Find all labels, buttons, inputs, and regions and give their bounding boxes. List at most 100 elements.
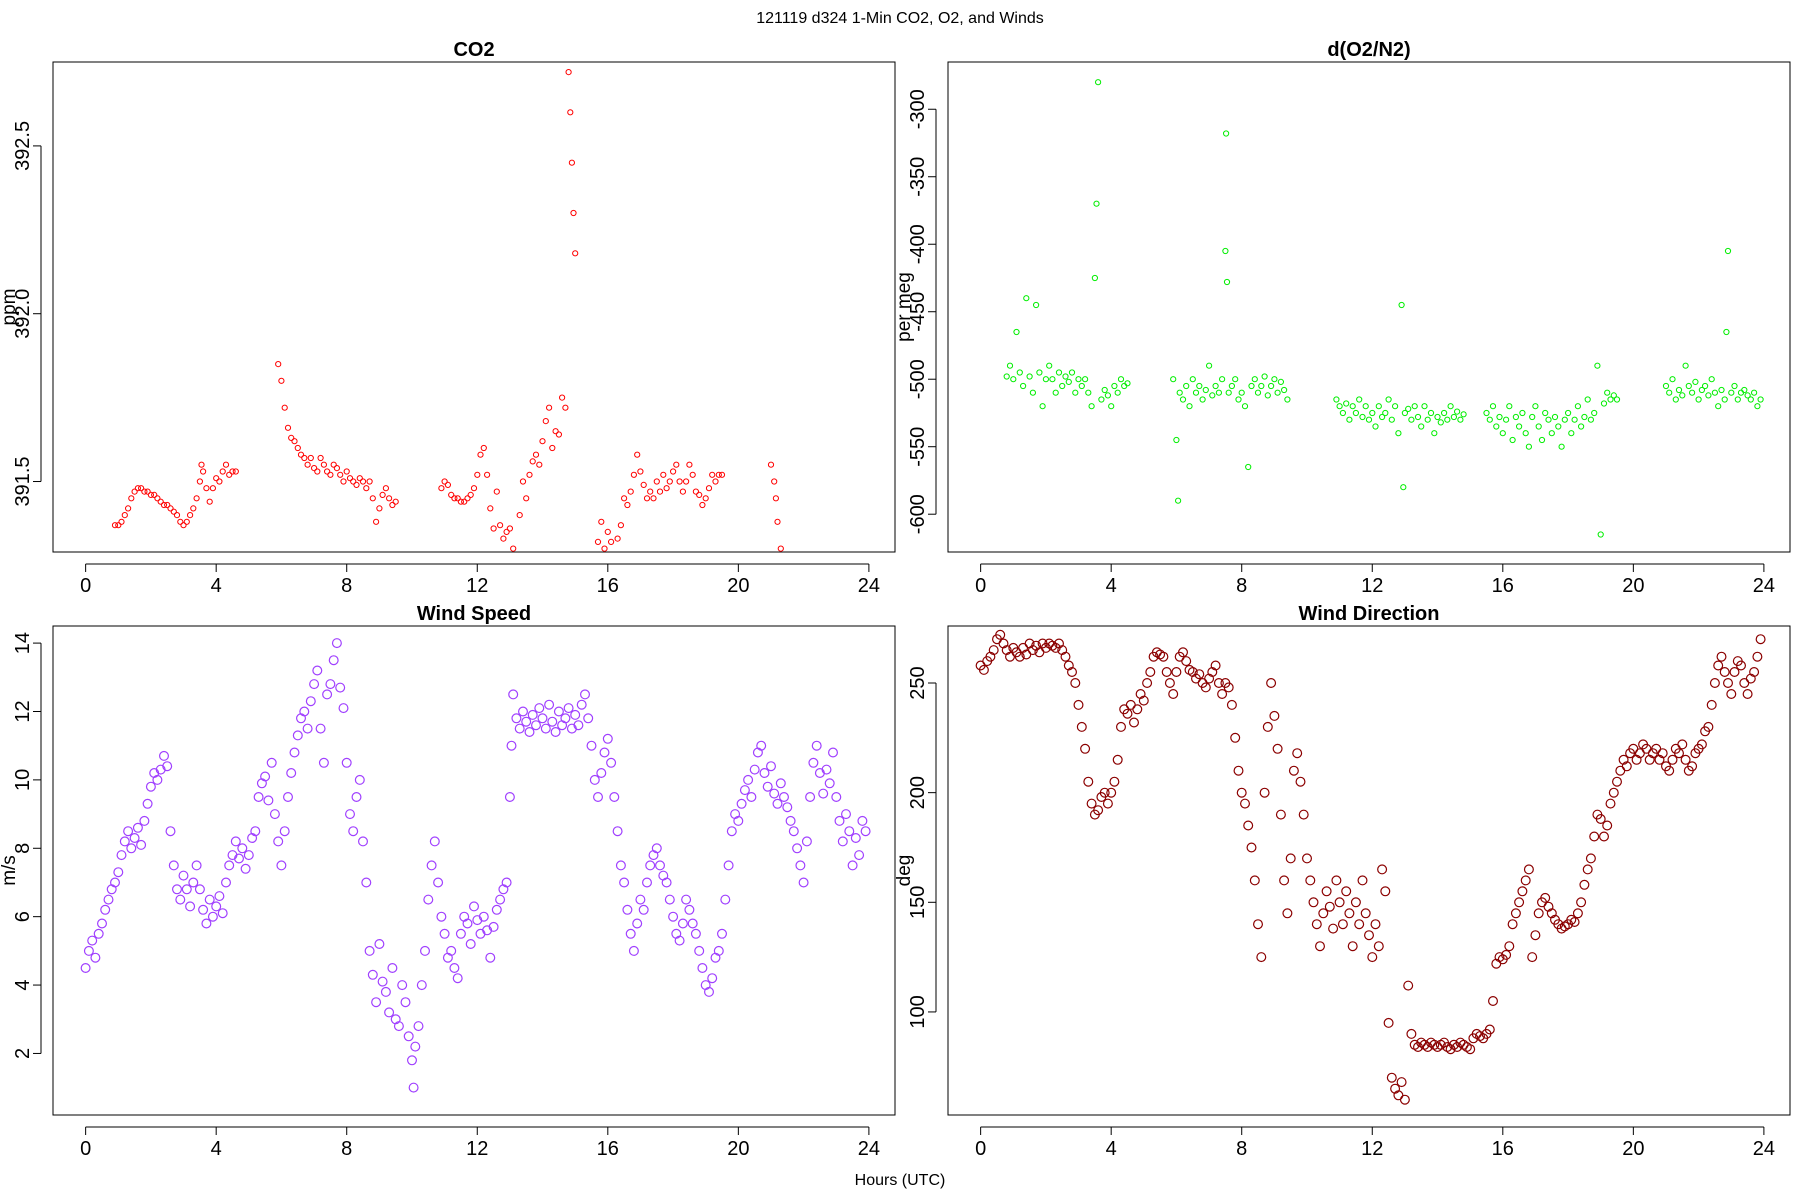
co2-data-point bbox=[200, 468, 207, 475]
wind-speed-data-point bbox=[354, 774, 365, 785]
co2-data-point bbox=[141, 488, 148, 495]
co2-data-point bbox=[470, 485, 478, 492]
co2-data-point bbox=[634, 451, 641, 458]
wind-direction-data-point bbox=[1321, 886, 1332, 897]
wind-direction-data-point bbox=[1024, 638, 1035, 649]
wind-speed-data-point bbox=[847, 860, 858, 871]
d-o2-n2-data-point bbox=[1669, 376, 1676, 383]
co2-data-point bbox=[604, 528, 611, 536]
wind-speed-data-point bbox=[743, 774, 754, 785]
wind-direction-data-point bbox=[1060, 651, 1071, 662]
co2-data-point bbox=[284, 424, 292, 431]
co2-data-point bbox=[712, 478, 719, 485]
wind-direction-data-point bbox=[1076, 721, 1087, 732]
wind-speed-data-point bbox=[485, 952, 496, 963]
co2-data-point bbox=[196, 478, 203, 485]
wind-speed-data-point bbox=[579, 689, 590, 700]
co2-data-point bbox=[320, 461, 327, 468]
wind-speed-data-point bbox=[687, 918, 698, 929]
d-o2-n2-data-point bbox=[1675, 386, 1683, 394]
co2-data-point bbox=[353, 481, 360, 488]
wind-speed-data-point bbox=[654, 860, 665, 871]
wind-speed-data-point bbox=[821, 764, 832, 775]
d-o2-n2-data-point bbox=[1179, 396, 1187, 403]
wind-speed-data-point bbox=[795, 860, 806, 871]
co2-data-point bbox=[304, 461, 311, 468]
wind-speed-data-point bbox=[345, 809, 356, 820]
co2-data-point bbox=[340, 478, 347, 485]
wind-speed-x-tick-label: 0 bbox=[80, 1138, 91, 1160]
wind-speed-data-point bbox=[266, 757, 277, 768]
d-o2-n2-data-point bbox=[1695, 396, 1702, 403]
wind-speed-data-point bbox=[534, 703, 545, 714]
wind-speed-data-point bbox=[619, 877, 630, 888]
co2-data-point bbox=[386, 495, 393, 502]
wind-speed-data-point bbox=[592, 791, 603, 802]
wind-direction-data-point bbox=[1063, 660, 1074, 671]
wind-direction-data-point bbox=[1406, 1028, 1417, 1039]
co2-data-point bbox=[559, 394, 566, 401]
co2-data-point bbox=[222, 461, 230, 468]
wind-direction-data-point bbox=[1383, 1017, 1394, 1028]
co2-data-point bbox=[601, 545, 608, 552]
wind-speed-data-point bbox=[651, 843, 662, 854]
d-o2-n2-data-point bbox=[1489, 403, 1497, 410]
wind-direction-data-point bbox=[1347, 941, 1358, 952]
d-o2-n2-data-point bbox=[1754, 403, 1761, 410]
wind-direction-data-point bbox=[1429, 1039, 1440, 1050]
wind-direction-data-point bbox=[1070, 677, 1081, 688]
wind-speed-data-point bbox=[263, 795, 274, 806]
d-o2-n2-data-point bbox=[1333, 396, 1340, 403]
co2-data-point bbox=[359, 478, 367, 485]
wind-direction-data-point bbox=[1399, 1094, 1410, 1105]
wind-direction-data-point bbox=[1409, 1039, 1420, 1050]
wind-speed-y-tick-label: 14 bbox=[12, 632, 34, 654]
d-o2-n2-data-point bbox=[1232, 376, 1239, 383]
wind-speed-data-point bbox=[668, 911, 679, 922]
d-o2-n2-data-point bbox=[1192, 389, 1200, 396]
wind-direction-x-tick-label: 12 bbox=[1361, 1138, 1383, 1160]
co2-data-point bbox=[183, 518, 190, 525]
wind-direction-data-point bbox=[1514, 897, 1525, 908]
wind-speed-data-point bbox=[250, 826, 261, 837]
figure-suptitle: 121119 d324 1-Min CO2, O2, and Winds bbox=[756, 10, 1044, 27]
wind-speed-data-point bbox=[243, 850, 254, 861]
wind-direction-data-point bbox=[1543, 901, 1554, 912]
wind-speed-data-point bbox=[677, 918, 688, 929]
wind-direction-data-point bbox=[1217, 688, 1228, 699]
wind-direction-data-point bbox=[998, 638, 1009, 649]
d-o2-n2-data-point bbox=[1561, 416, 1568, 423]
wind-speed-data-point bbox=[469, 901, 480, 912]
co2-data-point bbox=[190, 505, 197, 512]
wind-speed-data-point bbox=[583, 713, 594, 724]
wind-direction-data-point bbox=[1086, 798, 1097, 809]
wind-speed-data-point bbox=[207, 911, 218, 922]
co2-data-point bbox=[767, 461, 775, 468]
d-o2-n2-data-point bbox=[1059, 382, 1066, 390]
d-o2-n2-data-point bbox=[1029, 389, 1037, 396]
wind-direction-data-point bbox=[985, 651, 996, 662]
wind-speed-data-point bbox=[746, 791, 757, 802]
co2-x-tick-label: 12 bbox=[466, 575, 488, 597]
wind-speed-data-point bbox=[690, 928, 701, 939]
co2-x-tick-label: 4 bbox=[211, 575, 222, 597]
wind-speed-data-point bbox=[407, 1055, 418, 1066]
d-o2-n2-data-point bbox=[1723, 328, 1730, 336]
wind-speed-data-point bbox=[759, 767, 770, 778]
co2-data-point bbox=[608, 538, 615, 546]
wind-speed-data-point bbox=[361, 877, 372, 888]
d-o2-n2-data-point bbox=[1408, 416, 1415, 423]
d-o2-n2-data-point bbox=[1196, 382, 1203, 390]
wind-speed-data-point bbox=[831, 791, 842, 802]
d-o2-n2-data-point bbox=[1444, 416, 1451, 423]
wind-speed-data-point bbox=[341, 757, 352, 768]
wind-speed-data-point bbox=[393, 1021, 404, 1032]
wind-speed-data-point bbox=[367, 969, 378, 980]
wind-direction-data-point bbox=[1735, 660, 1746, 671]
d-o2-n2-data-point bbox=[1516, 423, 1523, 430]
d-o2-n2-x-tick-label: 12 bbox=[1361, 575, 1383, 597]
co2-data-point bbox=[617, 522, 625, 529]
co2-data-point bbox=[624, 501, 631, 509]
wind-speed-data-point bbox=[276, 860, 287, 871]
